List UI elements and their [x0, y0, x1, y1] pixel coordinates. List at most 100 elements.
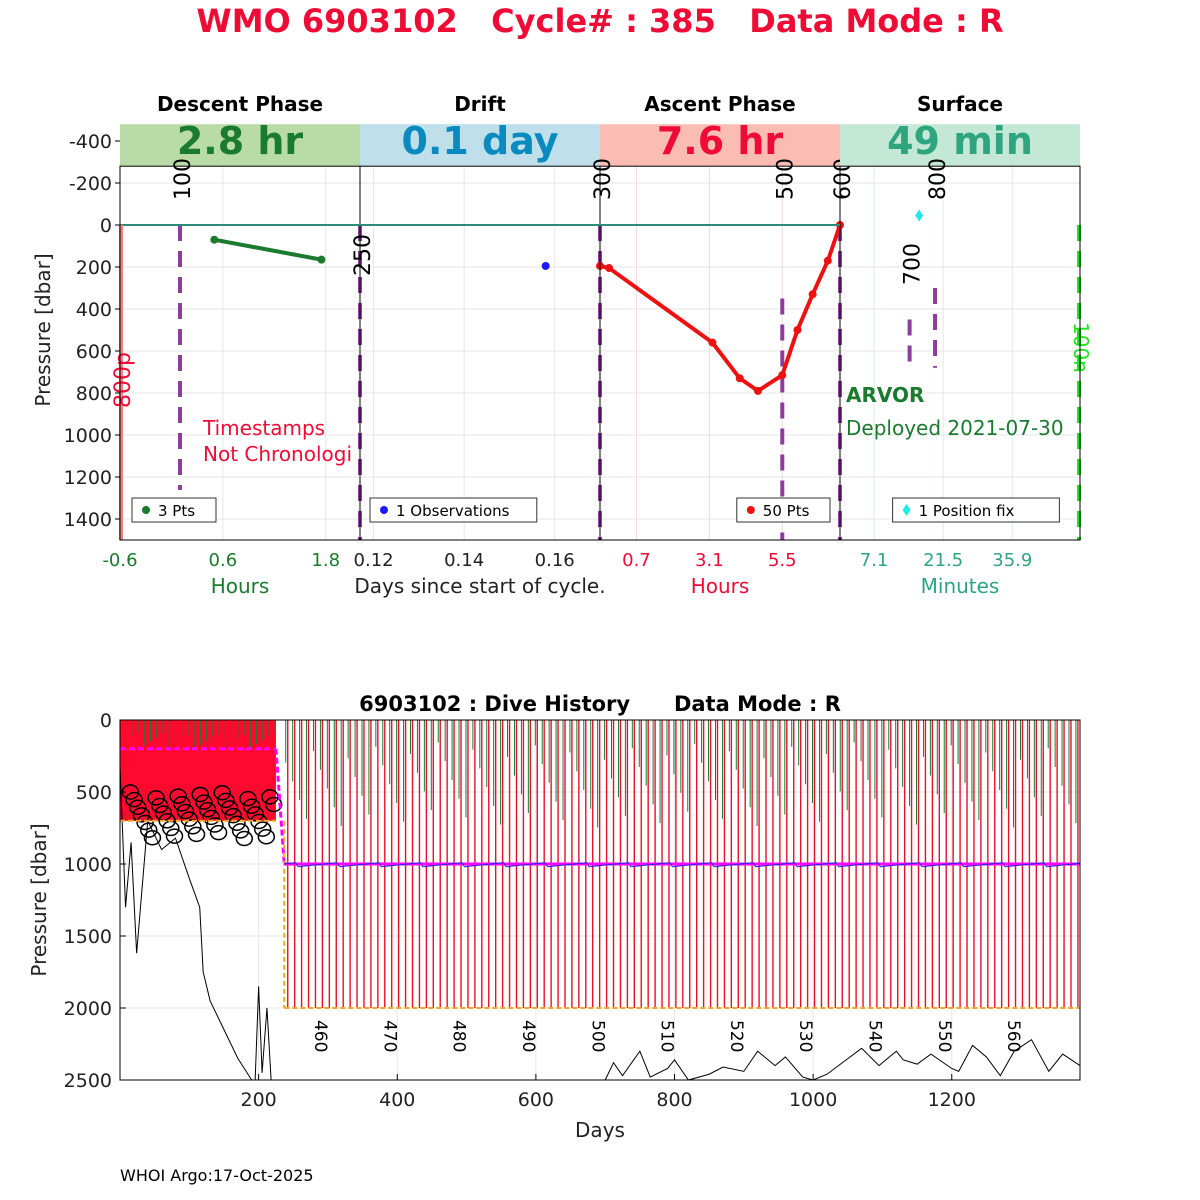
- y-tick-label: 1000: [64, 425, 112, 447]
- data-point-ascent: [708, 338, 717, 347]
- early-marker: [151, 797, 169, 814]
- cycle-number-label: 500: [587, 1020, 607, 1052]
- cycle-number-label: 530: [795, 1020, 815, 1052]
- marker-label: 500: [773, 158, 798, 200]
- x-tick-label: 400: [379, 1089, 415, 1111]
- x-tick-label: 0.14: [444, 550, 484, 571]
- float-model: ARVOR: [846, 383, 924, 407]
- marker-label: 700: [901, 243, 926, 285]
- cycle-number-label: 460: [310, 1020, 330, 1052]
- cycle-number-label: 470: [379, 1020, 399, 1052]
- legend-label-descent: 3 Pts: [158, 502, 195, 520]
- phase-title-surface: Surface: [917, 92, 1003, 116]
- x-axis-label: Days: [575, 1118, 625, 1142]
- y-tick-label: -200: [69, 173, 112, 195]
- deployment-date: Deployed 2021-07-30: [846, 416, 1064, 440]
- legend-box-drift: [369, 497, 538, 523]
- data-point-descent: [210, 235, 219, 244]
- cycle-number-label: 550: [934, 1020, 954, 1052]
- y-tick-label: 1400: [64, 509, 112, 531]
- x-tick-label: 7.1: [860, 550, 889, 571]
- phase-title-descent: Descent Phase: [157, 92, 323, 116]
- early-marker: [264, 796, 283, 813]
- early-marker: [187, 826, 206, 843]
- bottom-depth-trace: [604, 1038, 1081, 1081]
- early-marker: [128, 799, 147, 816]
- early-marker: [184, 818, 202, 835]
- data-point-ascent: [778, 371, 787, 380]
- phase-bar-ascent: [600, 124, 840, 167]
- y-tick-label: 1200: [64, 467, 112, 489]
- marker-label: 300: [591, 158, 616, 200]
- phase-duration-descent: 2.8 hr: [177, 119, 304, 163]
- phase-bar-surface: [840, 124, 1080, 167]
- x-tick-label: 0.6: [209, 550, 238, 571]
- x-tick-label: 0.7: [622, 550, 651, 571]
- legend-marker: [746, 506, 755, 514]
- data-point-position-fix: [915, 209, 924, 222]
- early-depth-trace: [119, 766, 253, 1081]
- legend-label-drift: 1 Observations: [396, 502, 510, 520]
- early-marker: [253, 821, 272, 837]
- x-tick-label: 21.5: [923, 550, 963, 571]
- early-marker: [191, 786, 209, 803]
- left-pressure-label: 800p: [111, 352, 136, 408]
- legend-marker: [380, 506, 388, 514]
- footer-credit: WHOI Argo:17-Oct-2025: [120, 1166, 314, 1185]
- data-point-ascent: [793, 326, 802, 334]
- early-marker: [209, 824, 228, 841]
- x-tick-label: 1.8: [311, 550, 340, 571]
- early-marker: [140, 822, 158, 838]
- y-tick-label: 2000: [64, 998, 112, 1020]
- x-axis-label-surface: Minutes: [921, 574, 1000, 598]
- dive-history-chart: 460 470 480 490 500 510 520 530 540 550 560 200 400 6…: [27, 692, 1081, 1142]
- early-marker: [143, 830, 162, 846]
- x-axis-label-descent: Hours: [211, 574, 270, 598]
- early-marker: [228, 815, 246, 831]
- annotation-text: Timestamps: [202, 416, 325, 440]
- phase-duration-surface: 49 min: [887, 119, 1033, 163]
- x-tick-label: 1200: [928, 1089, 976, 1111]
- early-marker: [195, 794, 213, 810]
- early-marker: [180, 811, 198, 827]
- cycle-number-label: 490: [518, 1020, 538, 1052]
- marker-label: 250: [351, 234, 376, 276]
- x-tick-label: 35.9: [992, 550, 1032, 571]
- y-tick-label: 2500: [64, 1070, 112, 1092]
- park-transition: [274, 748, 286, 865]
- y-tick-label: 1500: [64, 926, 112, 948]
- y-axis-label: Pressure [dbar]: [31, 253, 55, 406]
- early-marker: [125, 791, 143, 808]
- y-tick-label: 600: [76, 341, 112, 363]
- marker-label: 100: [171, 158, 196, 200]
- data-point-ascent: [823, 256, 832, 265]
- series-line-ascent: [599, 224, 842, 394]
- y-tick-label: 0: [100, 710, 112, 732]
- early-marker: [246, 806, 265, 822]
- early-marker: [169, 788, 187, 804]
- cycle-number-label: 560: [1003, 1020, 1023, 1052]
- annotation-text: Not Chronologi: [203, 442, 352, 466]
- early-marker: [257, 829, 276, 845]
- marker-label: 800: [926, 158, 951, 200]
- early-marker: [231, 823, 250, 839]
- x-tick-label: 0.12: [354, 550, 394, 571]
- legend-marker: [902, 504, 911, 516]
- drift-pressure-trace: [284, 862, 1081, 868]
- x-tick-label: 1000: [789, 1089, 837, 1111]
- early-marker: [206, 817, 224, 833]
- phase-title-ascent: Ascent Phase: [644, 92, 795, 116]
- early-marker: [165, 828, 184, 844]
- center-x-axis-label: Days since start of cycle.: [354, 574, 605, 598]
- x-axis-label-ascent: Hours: [691, 574, 750, 598]
- page-title: WMO 6903102 Cycle# : 385 Data Mode : R: [196, 2, 1004, 40]
- early-marker: [242, 798, 261, 815]
- early-marker: [147, 790, 165, 806]
- data-point-ascent: [808, 290, 817, 299]
- early-depth-trace: [254, 986, 272, 1081]
- data-point-ascent: [605, 264, 614, 273]
- early-marker: [217, 792, 235, 809]
- early-marker: [158, 813, 176, 829]
- cycle-number-label: 540: [865, 1020, 885, 1052]
